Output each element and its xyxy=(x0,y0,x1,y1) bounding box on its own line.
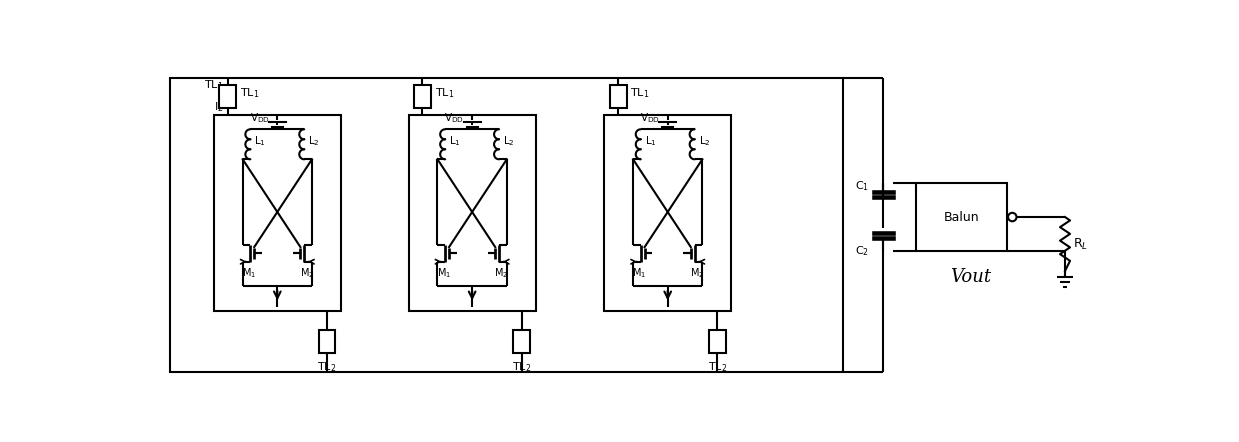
Text: M$_1$: M$_1$ xyxy=(632,267,647,280)
Text: C$_2$: C$_2$ xyxy=(855,244,870,258)
Text: Balun: Balun xyxy=(944,210,980,224)
Text: M$_1$: M$_1$ xyxy=(242,267,256,280)
Bar xyxy=(610,84,627,108)
Text: M$_2$: M$_2$ xyxy=(494,267,508,280)
Text: Vout: Vout xyxy=(950,268,991,286)
Text: V$_{\rm DD}$: V$_{\rm DD}$ xyxy=(445,111,465,125)
Bar xyxy=(605,114,731,311)
Text: V$_{\rm DD}$: V$_{\rm DD}$ xyxy=(641,111,660,125)
Bar xyxy=(214,114,341,311)
Text: L$_1$: L$_1$ xyxy=(449,134,461,148)
Text: TL$_2$: TL$_2$ xyxy=(512,360,532,373)
Text: M$_2$: M$_2$ xyxy=(300,267,313,280)
Text: V$_{\rm DD}$: V$_{\rm DD}$ xyxy=(249,111,270,125)
Circle shape xyxy=(1009,213,1016,221)
Text: C$_1$: C$_1$ xyxy=(855,179,870,193)
Text: L$_2$: L$_2$ xyxy=(699,134,710,148)
Bar xyxy=(219,84,237,108)
Bar xyxy=(513,330,530,353)
Text: L$_1$: L$_1$ xyxy=(644,134,657,148)
Bar xyxy=(318,330,336,353)
Text: TL$_1$: TL$_1$ xyxy=(203,79,223,92)
Text: M$_2$: M$_2$ xyxy=(690,267,704,280)
Text: L$_1$: L$_1$ xyxy=(254,134,266,148)
Text: L$_2$: L$_2$ xyxy=(503,134,514,148)
Bar xyxy=(409,114,535,311)
Text: TL$_1$: TL$_1$ xyxy=(631,86,649,100)
Text: I$_2$: I$_2$ xyxy=(213,100,223,114)
Text: TL$_2$: TL$_2$ xyxy=(317,360,337,373)
Text: R$_L$: R$_L$ xyxy=(1073,236,1088,251)
Text: TL$_1$: TL$_1$ xyxy=(240,86,259,100)
Text: M$_1$: M$_1$ xyxy=(436,267,451,280)
Bar xyxy=(917,183,1007,251)
Text: L$_2$: L$_2$ xyxy=(309,134,320,148)
Text: TL$_1$: TL$_1$ xyxy=(435,86,455,100)
Bar xyxy=(414,84,431,108)
Text: TL$_2$: TL$_2$ xyxy=(707,360,727,373)
Bar xyxy=(170,78,844,372)
Bar xyxy=(709,330,726,353)
